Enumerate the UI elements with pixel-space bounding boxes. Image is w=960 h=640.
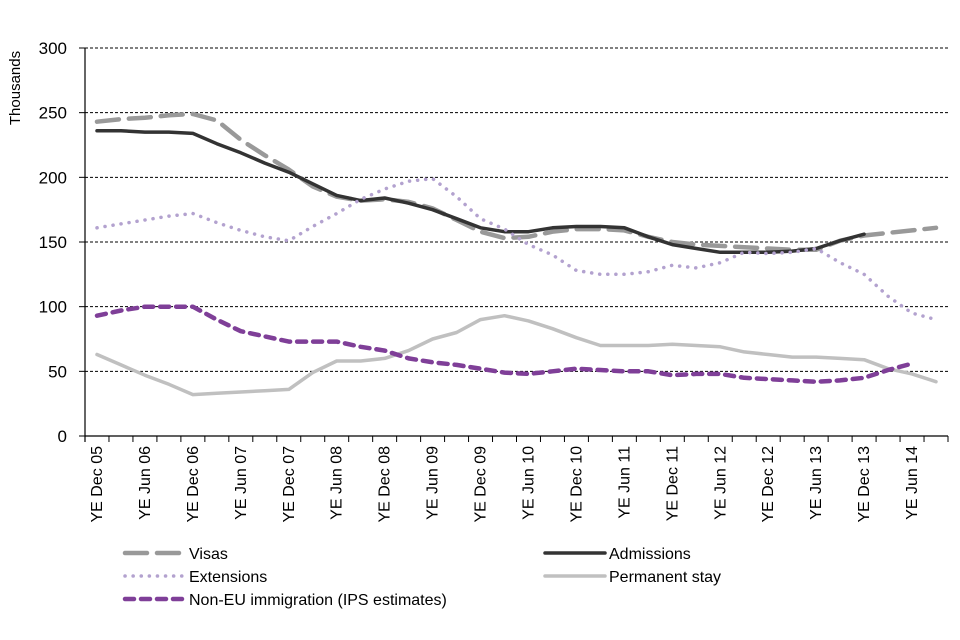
series-line-permanent-stay: [95, 313, 938, 397]
legend-item: Visas: [122, 546, 228, 563]
x-tick-label: YE Jun 14: [904, 446, 921, 520]
x-tick-label: YE Jun 07: [233, 446, 250, 520]
x-tick-label: YE Jun 09: [425, 446, 442, 520]
y-tick-label: 0: [58, 427, 67, 446]
y-axis-title: Thousands: [7, 51, 24, 125]
series-line-visas: [94, 111, 939, 253]
x-axis-ticks: YE Dec 05 YE Jun 06 YE Dec 06 YE Jun 07 YE D…: [84, 436, 949, 523]
gridlines: [85, 47, 948, 372]
x-tick-label: YE Dec 06: [185, 446, 202, 523]
y-axis-ticks: 0 50 100 150 200 250 300: [39, 39, 85, 446]
x-tick-label: YE Jun 11: [616, 446, 633, 519]
x-tick-label: YE Jun 08: [329, 446, 346, 520]
x-tick-label: YE Jun 10: [520, 446, 537, 520]
y-tick-label: 300: [39, 39, 67, 58]
x-tick-label: YE Jun 12: [712, 446, 729, 520]
axes: [84, 48, 948, 442]
y-tick-label: 100: [39, 298, 67, 317]
x-tick-label: YE Jun 06: [137, 446, 154, 520]
y-tick-label: 250: [39, 104, 67, 123]
legend-label: Permanent stay: [609, 569, 721, 586]
legend-item: Extensions: [123, 569, 267, 586]
legend-label: Extensions: [189, 569, 267, 586]
legend-label: Admissions: [609, 546, 691, 563]
x-tick-label: YE Dec 08: [377, 446, 394, 523]
series-lines: [94, 111, 939, 397]
series-line-admissions: [95, 129, 866, 255]
y-tick-label: 50: [48, 362, 67, 381]
x-tick-label: YE Dec 09: [473, 446, 490, 523]
x-tick-label: YE Dec 07: [281, 446, 298, 523]
legend: Visas Admissions Extensions Permanent stay N…: [122, 546, 721, 609]
legend-label: Visas: [189, 546, 228, 563]
legend-item: Permanent stay: [543, 569, 721, 586]
y-tick-label: 200: [39, 168, 67, 187]
x-tick-label: YE Dec 12: [760, 446, 777, 523]
series-line-non-eu-immigration-ips-estimates: [94, 304, 915, 384]
y-tick-label: 150: [39, 233, 67, 252]
x-tick-label: YE Dec 13: [856, 446, 873, 523]
x-tick-label: YE Dec 05: [89, 446, 106, 523]
x-tick-label: YE Dec 11: [664, 446, 681, 521]
legend-item: Admissions: [543, 546, 691, 563]
x-tick-label: YE Dec 10: [568, 446, 585, 523]
legend-label: Non-EU immigration (IPS estimates): [189, 592, 447, 609]
legend-item: Non-EU immigration (IPS estimates): [122, 592, 447, 609]
x-tick-label: YE Jun 13: [808, 446, 825, 520]
